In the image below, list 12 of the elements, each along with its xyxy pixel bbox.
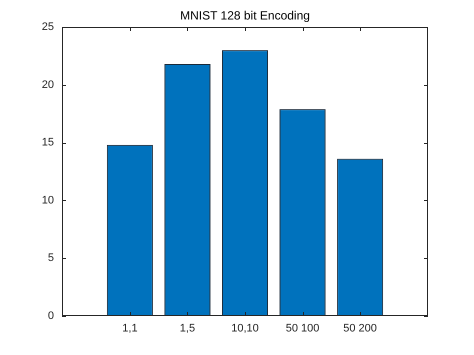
x-tick-label: 10,10: [231, 322, 259, 335]
y-tick-label: 15: [42, 136, 54, 149]
y-tick-label: 10: [42, 194, 54, 206]
y-tick-label: 25: [42, 21, 54, 34]
x-tick-label: 1,1: [122, 322, 138, 335]
x-tick-label: 50 200: [343, 322, 377, 335]
x-tick-label: 1,5: [180, 322, 196, 335]
chart-title: MNIST 128 bit Encoding: [180, 8, 310, 22]
y-tick-label: 0: [48, 310, 54, 322]
y-tick-label: 20: [42, 78, 54, 91]
y-tick-label: 5: [48, 252, 54, 264]
x-tick-label: 50 100: [286, 322, 320, 335]
